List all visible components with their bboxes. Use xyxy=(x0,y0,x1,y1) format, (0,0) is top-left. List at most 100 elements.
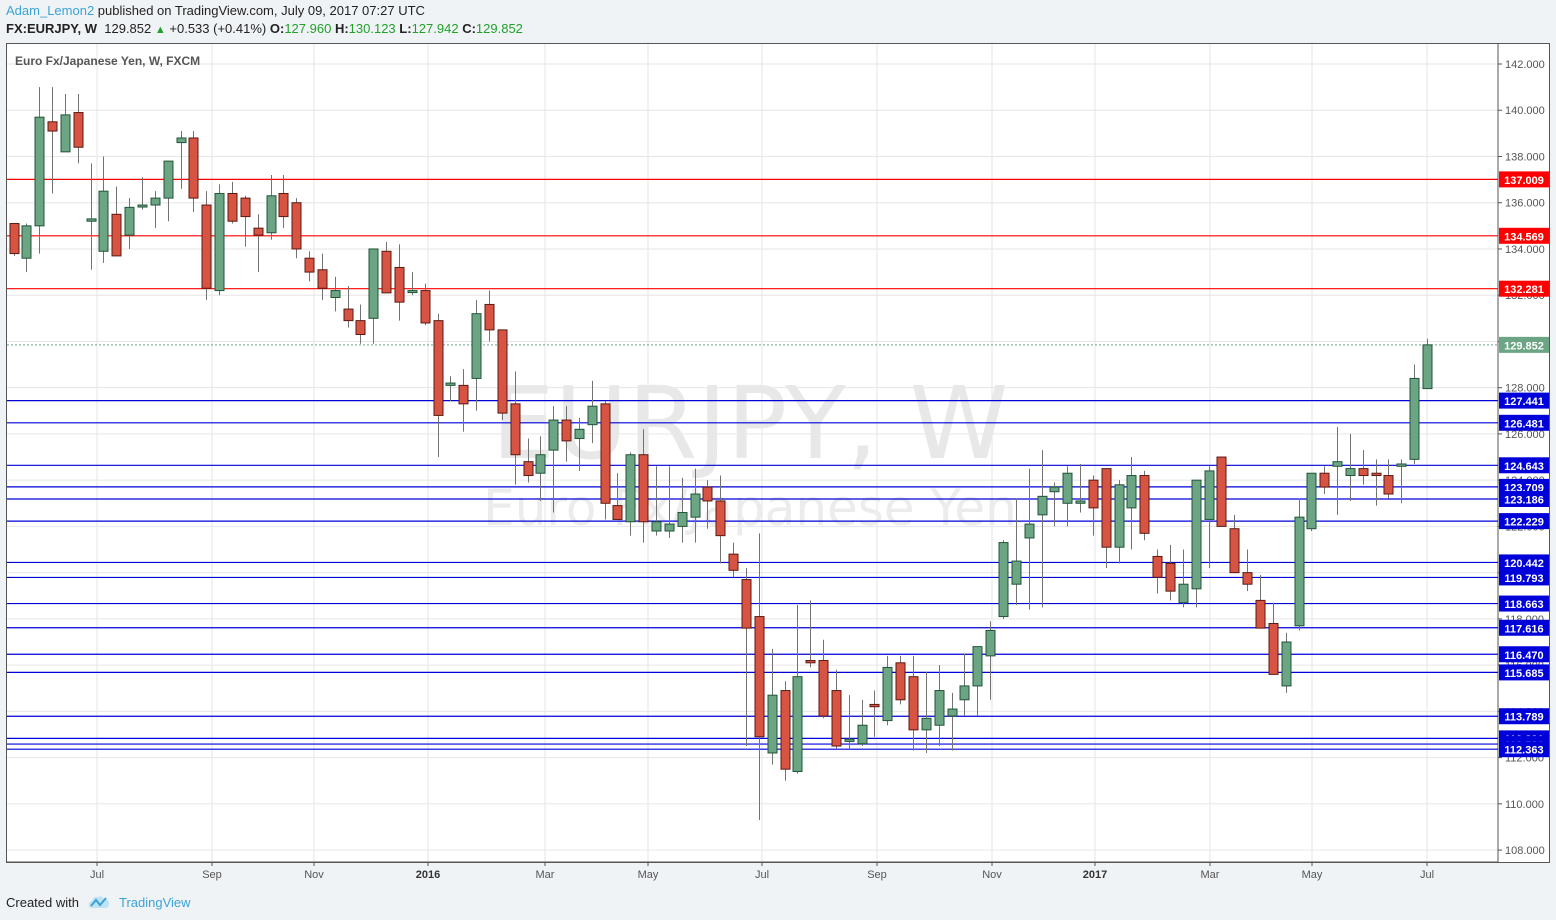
bear-candle xyxy=(201,204,212,289)
bull-candle xyxy=(86,218,97,222)
bull-candle xyxy=(124,206,135,236)
bear-candle xyxy=(780,690,791,770)
bull-candle xyxy=(882,666,893,722)
level-price-label: 129.852 xyxy=(1504,340,1544,352)
level-price-label: 113.789 xyxy=(1504,712,1543,724)
bull-candle xyxy=(574,428,585,440)
level-price-label: 118.663 xyxy=(1504,599,1543,611)
bear-candle xyxy=(304,257,315,273)
tradingview-logo-icon xyxy=(88,896,109,908)
level-price-label: 134.569 xyxy=(1504,231,1544,243)
grid xyxy=(7,44,1498,862)
bear-candle xyxy=(227,192,238,222)
last-price: 129.852 xyxy=(104,21,152,36)
bear-candle xyxy=(715,500,726,537)
bull-candle xyxy=(1422,344,1433,390)
bear-candle xyxy=(1242,572,1253,585)
bear-candle xyxy=(343,308,354,322)
price-tick-label: 136.000 xyxy=(1505,198,1545,210)
bull-candle xyxy=(1396,463,1407,467)
horizontal-levels[interactable] xyxy=(7,178,1498,750)
publish-info: Adam_Lemon2 published on TradingView.com… xyxy=(6,3,425,18)
price-tick-label: 138.000 xyxy=(1505,151,1545,163)
bull-candle xyxy=(98,190,109,252)
level-price-label: 124.643 xyxy=(1504,461,1544,473)
bear-candle xyxy=(831,690,842,747)
bear-candle xyxy=(1358,468,1369,477)
bull-candle xyxy=(625,454,636,523)
level-price-label: 132.281 xyxy=(1504,284,1544,296)
level-price-label: 127.441 xyxy=(1504,396,1544,408)
level-price-label: 123.186 xyxy=(1504,494,1544,506)
footer: Created with TradingView xyxy=(6,894,191,910)
bear-candle xyxy=(381,250,392,294)
time-tick-label: May xyxy=(638,869,659,881)
bear-candle xyxy=(1371,472,1382,477)
bear-candle xyxy=(458,384,469,405)
level-labels: 137.009 134.569 132.281 127.441 126.481 124.6… xyxy=(1499,171,1549,758)
bull-candle xyxy=(1281,641,1292,687)
bear-candle xyxy=(47,121,58,132)
bull-candle xyxy=(792,676,803,772)
time-tick-label: Mar xyxy=(536,869,555,881)
bear-candle xyxy=(1229,528,1240,574)
symbol-quote-line: FX:EURJPY, W 129.852 ▲ +0.533 (+0.41%) O… xyxy=(6,21,523,36)
time-axis[interactable]: Jul Sep Nov 2016 Mar May Jul Sep Nov 2017 Mar May Ju… xyxy=(90,862,1434,881)
price-tick-label: 140.000 xyxy=(1505,105,1545,117)
time-tick-label: 2017 xyxy=(1083,869,1107,881)
low-value: 127.942 xyxy=(411,21,459,36)
bear-candle xyxy=(1152,555,1163,578)
bear-candle xyxy=(869,703,880,708)
close-value: 129.852 xyxy=(475,21,523,36)
bull-candle xyxy=(176,137,187,144)
open-label: O: xyxy=(269,21,285,36)
bear-candle xyxy=(908,676,919,731)
bear-candle xyxy=(73,112,84,148)
price-tick-label: 128.000 xyxy=(1505,383,1545,395)
tradingview-link[interactable]: TradingView xyxy=(118,894,191,910)
bull-candle xyxy=(1024,523,1035,539)
bear-candle xyxy=(818,659,829,717)
bull-candle xyxy=(857,724,868,745)
bull-candle xyxy=(1011,560,1022,585)
bull-candle xyxy=(368,248,379,319)
bear-candle xyxy=(111,213,122,257)
bear-candle xyxy=(510,403,521,456)
time-tick-label: Sep xyxy=(202,869,222,881)
bear-candle xyxy=(1216,456,1227,527)
bear-candle xyxy=(1139,475,1150,534)
author-link[interactable]: Adam_Lemon2 xyxy=(6,3,95,18)
bear-candle xyxy=(1088,479,1099,509)
bull-candle xyxy=(664,523,675,532)
bear-candle xyxy=(895,662,906,701)
bull-candle xyxy=(1062,472,1073,504)
bull-candle xyxy=(34,116,45,227)
bull-candle xyxy=(1332,461,1343,467)
bear-candle xyxy=(497,329,508,414)
bear-candle xyxy=(9,223,20,255)
bear-candle xyxy=(741,579,752,629)
symbol-label: FX:EURJPY, W xyxy=(6,21,98,36)
bear-candle xyxy=(291,202,302,250)
bull-candle xyxy=(1037,495,1048,516)
price-tick-label: 142.000 xyxy=(1505,59,1545,71)
bull-candle xyxy=(21,225,32,259)
level-price-label: 120.442 xyxy=(1504,558,1544,570)
bear-candle xyxy=(355,320,366,336)
level-price-label: 122.229 xyxy=(1504,517,1544,529)
bull-candle xyxy=(972,646,983,687)
bull-candle xyxy=(587,405,598,426)
published-text: published on TradingView.com, July 09, 2… xyxy=(94,3,425,18)
bull-candle xyxy=(1191,479,1202,590)
bear-candle xyxy=(600,403,611,504)
bear-candle xyxy=(1268,623,1279,675)
low-label: L: xyxy=(399,21,412,36)
high-label: H: xyxy=(334,21,349,36)
bear-candle xyxy=(433,320,444,416)
bear-candle xyxy=(638,454,649,523)
high-value: 130.123 xyxy=(348,21,396,36)
bull-candle xyxy=(330,290,341,299)
bull-candle xyxy=(998,542,1009,618)
bull-candle xyxy=(690,493,701,518)
